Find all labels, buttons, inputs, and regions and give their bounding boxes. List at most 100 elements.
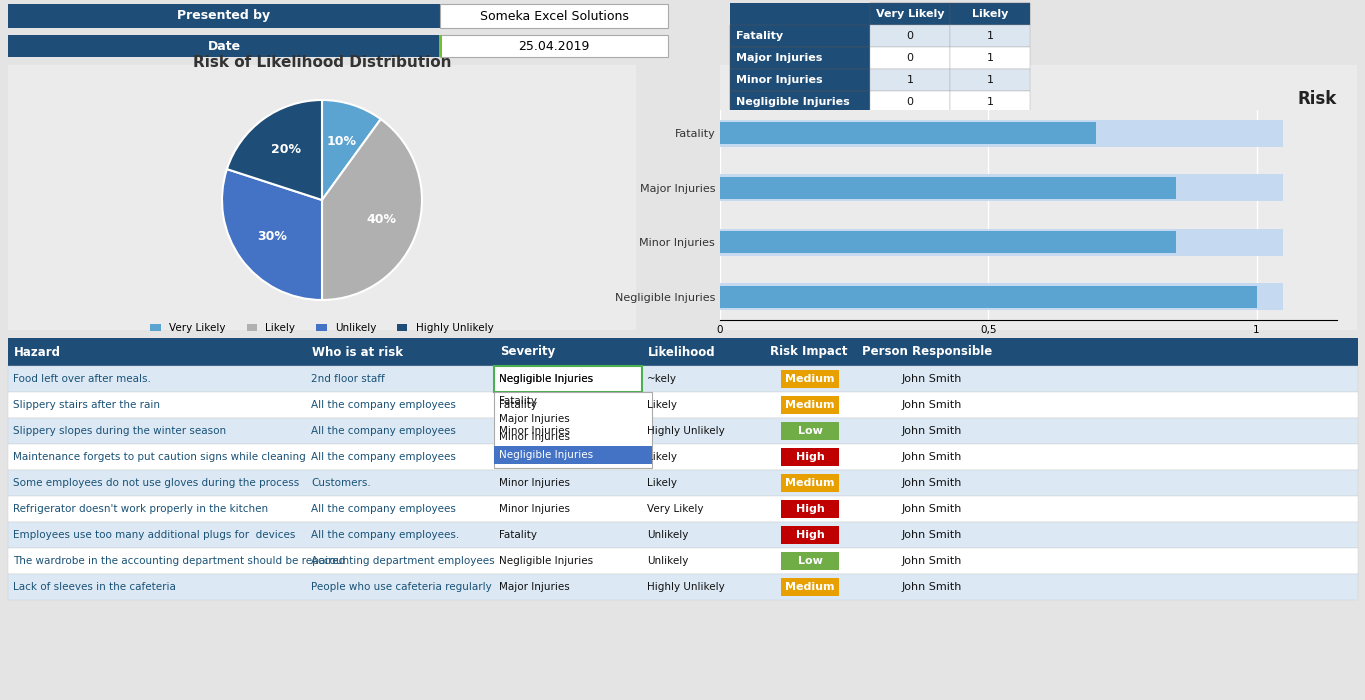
Text: The wardrobe in the accounting department should be repaired: The wardrobe in the accounting departmen…	[14, 556, 345, 566]
Bar	[8, 418, 1358, 444]
Text: All the company employees: All the company employees	[311, 452, 456, 462]
Bar	[781, 578, 839, 596]
Text: Employees use too many additional plugs for  devices: Employees use too many additional plugs …	[14, 530, 295, 540]
Text: Negligible Injuries: Negligible Injuries	[500, 374, 594, 384]
Text: High: High	[796, 452, 824, 462]
Bar	[8, 366, 1358, 392]
Bar	[781, 422, 839, 440]
Text: Slippery slopes during the winter season: Slippery slopes during the winter season	[14, 426, 227, 436]
Text: Who is at risk: Who is at risk	[313, 346, 403, 358]
Bar	[870, 3, 950, 25]
Text: John Smith: John Smith	[902, 426, 962, 436]
Bar	[950, 69, 1031, 91]
Bar	[494, 446, 652, 464]
Bar	[870, 47, 950, 69]
Text: Maintenance forgets to put caution signs while cleaning: Maintenance forgets to put caution signs…	[14, 452, 306, 462]
Bar	[730, 91, 870, 113]
Bar	[730, 113, 870, 135]
Text: Major Injuries: Major Injuries	[500, 414, 569, 424]
Text: 25.04.2019: 25.04.2019	[519, 39, 590, 52]
Text: All the company employees: All the company employees	[311, 426, 456, 436]
Text: Lack of sleeves in the cafeteria: Lack of sleeves in the cafeteria	[14, 582, 176, 592]
Text: Date: Date	[207, 39, 240, 52]
Text: Slippery stairs after the rain: Slippery stairs after the rain	[14, 400, 160, 410]
Bar	[8, 338, 1358, 366]
Bar	[781, 500, 839, 518]
Text: John Smith: John Smith	[902, 478, 962, 488]
Text: Medium: Medium	[785, 374, 835, 384]
Text: 30%: 30%	[257, 230, 287, 243]
Text: Medium: Medium	[785, 400, 835, 410]
Bar	[440, 35, 442, 57]
Bar	[781, 396, 839, 414]
Bar	[870, 135, 950, 157]
Text: Negligible Injuries: Negligible Injuries	[500, 374, 594, 384]
Text: Likely: Likely	[647, 400, 677, 410]
Text: Total: Total	[736, 119, 766, 129]
Text: Minor Injuries: Minor Injuries	[500, 478, 571, 488]
Text: Negligible Injuries: Negligible Injuries	[736, 97, 850, 107]
Text: Major Injuries: Major Injuries	[500, 582, 569, 592]
Text: Highly Unlikely: Highly Unlikely	[647, 582, 725, 592]
Bar	[950, 135, 1031, 157]
Text: John Smith: John Smith	[902, 530, 962, 540]
Legend: Very Likely, Likely, Unlikely, Highly Unlikely: Very Likely, Likely, Unlikely, Highly Un…	[146, 319, 498, 337]
Text: John Smith: John Smith	[902, 504, 962, 514]
Text: Negligible Injuries: Negligible Injuries	[500, 450, 594, 460]
Bar	[781, 474, 839, 492]
Text: Severity: Severity	[500, 346, 556, 358]
Text: Low: Low	[797, 426, 823, 436]
Text: Unlikely: Unlikely	[647, 530, 688, 540]
Bar	[719, 286, 1257, 308]
Text: 1: 1	[987, 97, 994, 107]
Text: John Smith: John Smith	[902, 556, 962, 566]
Bar	[781, 448, 839, 466]
Wedge shape	[222, 169, 322, 300]
Bar	[719, 232, 1177, 253]
Bar	[781, 526, 839, 544]
Bar	[950, 91, 1031, 113]
Bar	[440, 4, 667, 28]
Bar	[950, 25, 1031, 47]
Bar	[950, 47, 1031, 69]
Text: High: High	[796, 530, 824, 540]
Text: 1: 1	[906, 119, 915, 129]
Text: Likelihood: Likelihood	[648, 346, 715, 358]
Wedge shape	[227, 100, 322, 200]
Text: Refrigerator doesn't work properly in the kitchen: Refrigerator doesn't work properly in th…	[14, 504, 268, 514]
Text: 0: 0	[906, 31, 913, 41]
Text: Fatality: Fatality	[500, 396, 536, 406]
Text: 4: 4	[986, 119, 994, 129]
Bar	[8, 522, 1358, 548]
Bar	[8, 35, 440, 57]
Text: All the company employees: All the company employees	[311, 504, 456, 514]
Bar	[8, 548, 1358, 574]
Bar	[950, 113, 1031, 135]
Bar	[730, 3, 870, 25]
Bar	[494, 366, 642, 392]
Bar	[730, 69, 870, 91]
Text: Low: Low	[797, 556, 823, 566]
Text: Likely: Likely	[647, 452, 677, 462]
Text: Likely: Likely	[647, 478, 677, 488]
Text: 1: 1	[987, 53, 994, 63]
Bar	[719, 122, 1096, 144]
Bar	[870, 25, 950, 47]
Text: Very Likely: Very Likely	[647, 504, 703, 514]
Bar	[781, 370, 839, 388]
Bar	[719, 174, 1283, 202]
Text: Person Responsible: Person Responsible	[863, 346, 992, 358]
Bar	[719, 65, 1357, 330]
Text: 2nd floor staff: 2nd floor staff	[311, 374, 385, 384]
Text: John Smith: John Smith	[902, 582, 962, 592]
Title: Risk of Likelihood Distribution: Risk of Likelihood Distribution	[192, 55, 452, 70]
Bar	[8, 392, 1358, 418]
Text: Medium: Medium	[785, 478, 835, 488]
Bar	[719, 120, 1283, 147]
Text: People who use cafeteria regularly: People who use cafeteria regularly	[311, 582, 491, 592]
Wedge shape	[322, 119, 422, 300]
Bar	[8, 470, 1358, 496]
Bar	[8, 4, 440, 28]
Text: John Smith: John Smith	[902, 374, 962, 384]
Text: Minor Injuries: Minor Injuries	[500, 426, 571, 436]
